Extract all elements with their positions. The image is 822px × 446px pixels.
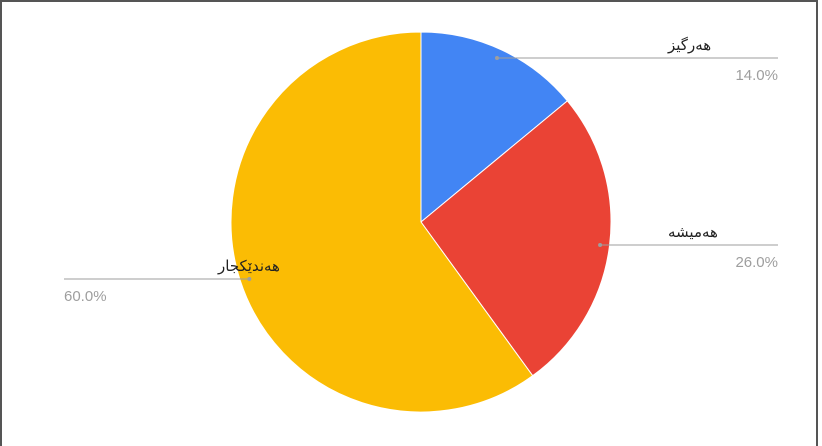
pie-slice-1 <box>420 31 569 224</box>
percent-label-3: 60.0% <box>64 288 107 305</box>
callout-dot-2 <box>598 243 603 247</box>
callout-dot-3 <box>247 277 252 281</box>
percent-label-2: 26.0% <box>735 254 778 271</box>
callout-dot-1 <box>495 56 499 60</box>
pie-slice-3 <box>230 31 534 413</box>
percent-label-1: 14.0% <box>735 67 778 84</box>
pie-slice-2 <box>420 100 612 377</box>
category-label-1: هەرگیز <box>667 36 711 54</box>
category-label-3: هەندێکجار <box>217 257 280 275</box>
category-label-2: هەمیشە <box>668 223 718 241</box>
